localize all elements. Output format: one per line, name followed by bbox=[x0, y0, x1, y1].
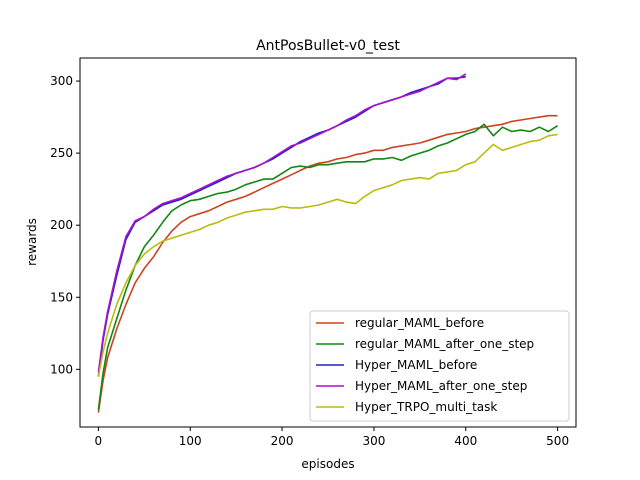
legend-label: regular_MAML_after_one_step bbox=[355, 337, 534, 351]
y-tick-label: 100 bbox=[50, 362, 73, 376]
y-tick-label: 300 bbox=[50, 74, 73, 88]
series-line-5 bbox=[97, 133, 558, 377]
series-layer bbox=[97, 73, 559, 413]
x-axis-label: episodes bbox=[301, 457, 354, 471]
x-axis: 0 100 200 300 400 500 bbox=[95, 427, 569, 448]
series-line-2 bbox=[97, 123, 559, 410]
y-tick-label: 150 bbox=[50, 290, 73, 304]
x-tick-label: 0 bbox=[95, 434, 103, 448]
plot-frame bbox=[79, 57, 577, 428]
legend-box bbox=[309, 310, 570, 422]
chart-title: AntPosBullet-v0_test bbox=[256, 38, 400, 54]
legend-label: Hyper_MAML_before bbox=[355, 358, 477, 372]
legend-label: Hyper_TRPO_multi_task bbox=[355, 400, 497, 414]
y-axis-label: rewards bbox=[25, 218, 39, 266]
x-tick-label: 500 bbox=[546, 434, 569, 448]
x-tick-label: 200 bbox=[271, 434, 294, 448]
y-tick-label: 250 bbox=[50, 146, 73, 160]
legend-label: regular_MAML_before bbox=[355, 316, 484, 330]
legend-label: Hyper_MAML_after_one_step bbox=[355, 379, 527, 393]
x-tick-label: 100 bbox=[179, 434, 202, 448]
y-tick-label: 200 bbox=[50, 218, 73, 232]
legend: regular_MAML_before regular_MAML_after_on… bbox=[309, 310, 570, 422]
x-tick-label: 400 bbox=[454, 434, 477, 448]
series-line-4 bbox=[97, 73, 467, 373]
x-tick-label: 300 bbox=[362, 434, 385, 448]
y-axis: 100 150 200 250 300 bbox=[50, 74, 80, 376]
